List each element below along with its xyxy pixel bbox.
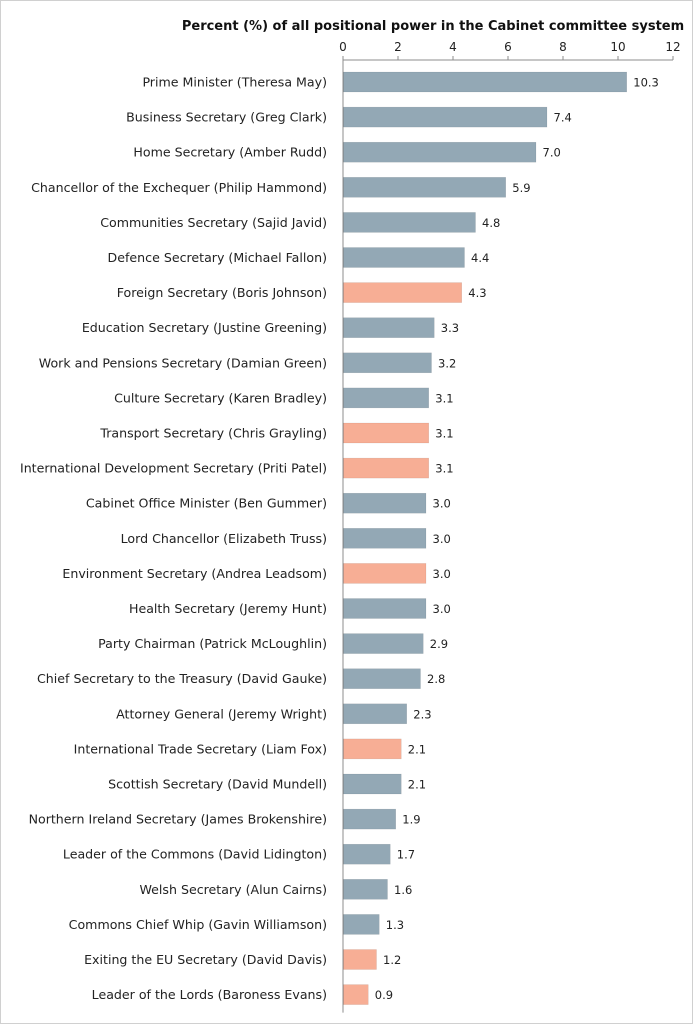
bar (343, 422, 429, 444)
bar (343, 563, 427, 584)
value-label: 3.0 (433, 602, 451, 616)
value-label: 3.0 (433, 567, 451, 581)
bar (343, 738, 402, 760)
category-label: Home Secretary (Amber Rudd) (133, 145, 327, 160)
value-label: 0.9 (375, 988, 393, 1002)
value-label: 2.9 (430, 637, 448, 651)
x-axis: 0 2 4 6 8 10 12 (339, 40, 681, 1013)
value-label: 1.6 (394, 883, 412, 897)
category-label: Defence Secretary (Michael Fallon) (108, 250, 327, 265)
bar (343, 212, 476, 233)
category-label: International Development Secretary (Pri… (20, 461, 327, 476)
value-label: 2.1 (408, 742, 426, 756)
bar (343, 984, 369, 1005)
category-label: Communities Secretary (Sajid Javid) (100, 215, 327, 230)
category-label: Transport Secretary (Chris Grayling) (99, 426, 327, 441)
value-labels: 10.3 7.4 7.0 5.9 4.8 4.4 4.3 3.3 3.2 3.1 3.1 3.1 3.0… (375, 76, 659, 1003)
bar (343, 492, 427, 514)
category-label: Cabinet Office Minister (Ben Gummer) (86, 496, 327, 511)
bar (343, 247, 465, 268)
value-label: 10.3 (633, 76, 659, 90)
value-label: 5.9 (512, 181, 530, 195)
bar (343, 773, 402, 795)
bar (343, 317, 435, 338)
category-label: Environment Secretary (Andrea Leadsom) (62, 566, 327, 581)
category-label: Leader of the Commons (David Lidington) (63, 847, 327, 862)
value-label: 1.3 (386, 918, 404, 932)
category-label: Work and Pensions Secretary (Damian Gree… (39, 355, 327, 370)
value-label: 3.1 (435, 391, 453, 405)
bar (343, 598, 427, 619)
x-tick-label: 6 (504, 40, 512, 54)
value-label: 2.1 (408, 778, 426, 792)
value-label: 7.4 (554, 111, 572, 125)
value-label: 4.3 (468, 286, 486, 300)
category-label: Leader of the Lords (Baroness Evans) (92, 987, 327, 1002)
category-label: Lord Chancellor (Elizabeth Truss) (121, 531, 327, 546)
category-label: Exiting the EU Secretary (David Davis) (84, 952, 327, 967)
x-tick-label: 4 (449, 40, 457, 54)
category-label: Chancellor of the Exchequer (Philip Hamm… (31, 180, 327, 195)
bar (343, 843, 391, 865)
bar (343, 879, 388, 900)
value-label: 7.0 (543, 146, 561, 160)
value-label: 2.3 (413, 707, 431, 721)
value-label: 2.8 (427, 672, 445, 686)
category-label: Northern Ireland Secretary (James Broken… (29, 812, 327, 827)
value-label: 4.4 (471, 251, 489, 265)
value-label: 3.3 (441, 321, 459, 335)
bar (343, 528, 427, 549)
x-tick-label: 0 (339, 40, 347, 54)
bar (343, 703, 407, 725)
bar (343, 633, 424, 654)
category-label: Prime Minister (Theresa May) (142, 75, 327, 90)
category-label: Attorney General (Jeremy Wright) (116, 706, 327, 721)
category-label: Business Secretary (Greg Clark) (126, 110, 327, 125)
category-labels: Prime Minister (Theresa May) Business Sec… (20, 75, 327, 1003)
value-label: 3.1 (435, 427, 453, 441)
category-label: Commons Chief Whip (Gavin Williamson) (69, 917, 327, 932)
bar (343, 808, 396, 830)
bar (343, 914, 380, 935)
category-label: Scottish Secretary (David Mundell) (108, 777, 327, 792)
category-label: Welsh Secretary (Alun Cairns) (139, 882, 327, 897)
category-label: Culture Secretary (Karen Bradley) (114, 390, 327, 405)
value-label: 1.2 (383, 953, 401, 967)
category-label: Health Secretary (Jeremy Hunt) (129, 601, 327, 616)
x-tick-label: 8 (559, 40, 567, 54)
value-label: 1.7 (397, 848, 415, 862)
bar (343, 71, 627, 93)
bar (343, 282, 462, 303)
category-label: Party Chairman (Patrick McLoughlin) (98, 636, 327, 651)
chart-title: Percent (%) of all positional power in t… (182, 19, 684, 34)
x-tick-label: 10 (610, 40, 625, 54)
bar (343, 668, 421, 689)
category-label: Chief Secretary to the Treasury (David G… (37, 671, 327, 686)
bar (343, 177, 506, 198)
value-label: 3.2 (438, 356, 456, 370)
value-label: 3.0 (433, 532, 451, 546)
x-tick-label: 2 (394, 40, 402, 54)
bars (343, 71, 627, 1005)
bar (343, 352, 432, 374)
bar (343, 387, 429, 409)
value-label: 3.1 (435, 462, 453, 476)
bar (343, 141, 537, 163)
category-label: Foreign Secretary (Boris Johnson) (117, 285, 327, 300)
bar (343, 949, 377, 970)
x-tick-label: 12 (665, 40, 680, 54)
category-label: International Trade Secretary (Liam Fox) (74, 741, 327, 756)
category-label: Education Secretary (Justine Greening) (82, 320, 327, 335)
value-label: 4.8 (482, 216, 500, 230)
value-label: 3.0 (433, 497, 451, 511)
bar (343, 457, 429, 479)
value-label: 1.9 (402, 813, 420, 827)
bar (343, 106, 548, 128)
